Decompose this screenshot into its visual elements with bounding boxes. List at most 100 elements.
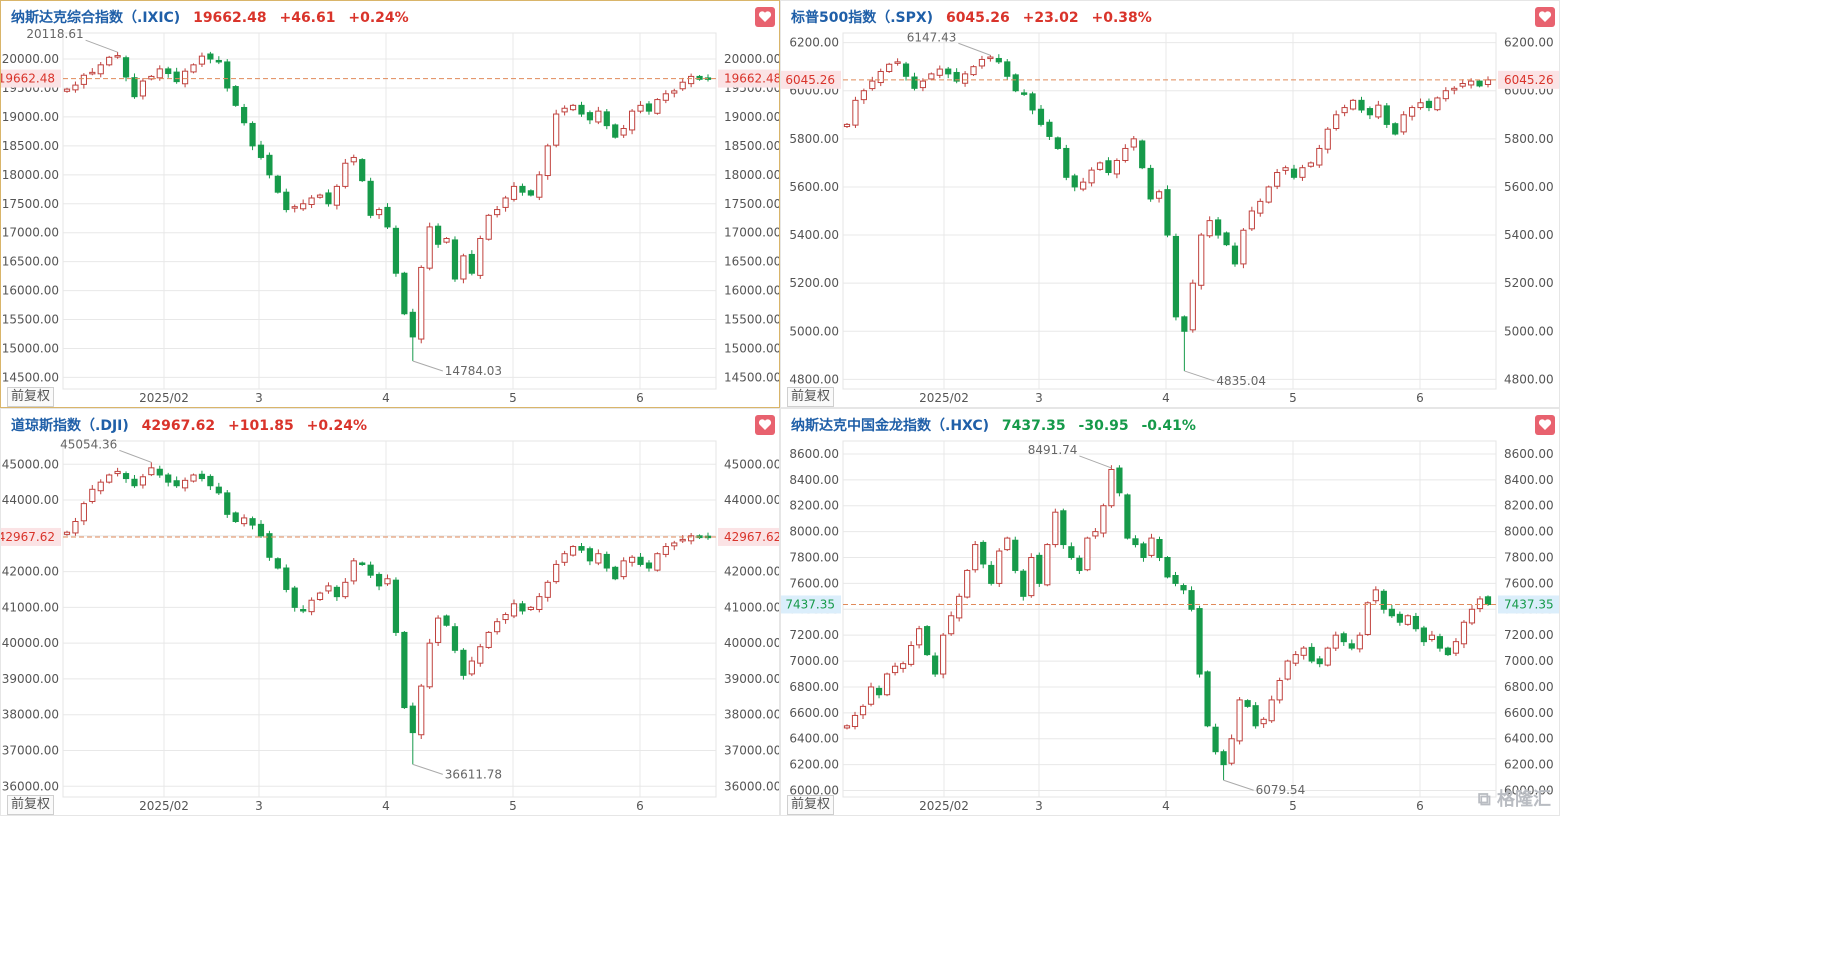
favorite-heart-icon[interactable]	[1535, 7, 1555, 27]
candle	[291, 585, 298, 612]
candle-body-up	[544, 581, 551, 598]
candle	[586, 110, 594, 125]
candle	[1451, 86, 1458, 95]
candle	[63, 87, 71, 93]
chart-panel-hxc[interactable]: 纳斯达克中国金龙指数（.HXC) 7437.35 -30.95 -0.41% 8…	[780, 408, 1560, 816]
candle	[1164, 556, 1171, 579]
candle	[987, 54, 994, 62]
candlestick-chart[interactable]: 8600.00 8600.00 8400.00 8400.00 8200.00 8200.…	[781, 409, 1560, 816]
candle-body-up	[859, 705, 867, 716]
candle	[1244, 699, 1251, 708]
candle-body-down	[1164, 557, 1171, 578]
candle	[620, 124, 627, 138]
candle	[1434, 96, 1441, 112]
candle-body-up	[1356, 634, 1363, 650]
adjust-label-button[interactable]: 前复权	[787, 795, 835, 815]
candle-body-down	[165, 474, 172, 483]
candle	[1408, 105, 1416, 121]
candle-body-down	[1396, 613, 1403, 623]
candle-body-up	[970, 66, 977, 76]
candles	[63, 462, 712, 765]
candle-body-up	[426, 226, 433, 269]
candle-body-down	[1076, 557, 1083, 571]
candle	[911, 72, 918, 91]
candle-body-down	[645, 562, 653, 569]
candle	[620, 557, 627, 580]
candle-body-up	[1316, 147, 1323, 166]
candle	[1425, 98, 1433, 112]
favorite-heart-icon[interactable]	[755, 7, 775, 27]
chart-panel-dji[interactable]: 道琼斯指数（.DJI) 42967.62 +101.85 +0.24% 4500…	[0, 408, 780, 816]
favorite-heart-icon[interactable]	[755, 415, 775, 435]
candle-body-down	[1116, 467, 1123, 494]
candle	[1420, 625, 1427, 646]
candle-body-down	[401, 631, 408, 709]
candle-body-up	[1096, 162, 1104, 170]
adjust-label-button[interactable]: 前复权	[7, 795, 55, 815]
candle-body-up	[671, 90, 678, 94]
candle-body-up	[181, 70, 189, 85]
y-tick-label-left: 36000.00	[2, 779, 59, 793]
candlestick-chart[interactable]: 45000.0045000.0044000.0044000.0043000.00…	[1, 409, 780, 816]
candle-body-up	[1434, 97, 1441, 111]
candle-body-down	[198, 473, 206, 480]
candle-body-down	[1004, 61, 1011, 77]
favorite-heart-icon[interactable]	[1535, 415, 1555, 435]
y-tick-label-left: 6600.00	[789, 706, 839, 720]
candle	[1268, 695, 1275, 723]
candle-body-up	[72, 84, 79, 91]
candle-body-down	[359, 159, 366, 182]
candle	[1404, 614, 1411, 626]
candle-body-down	[215, 59, 222, 63]
candle-body-down	[1037, 108, 1045, 125]
candle-body-down	[367, 564, 374, 576]
candle	[384, 574, 391, 586]
candle-body-down	[173, 480, 180, 487]
candle-body-down	[586, 548, 594, 562]
candle-body-down	[1012, 74, 1019, 92]
candle	[852, 96, 859, 128]
candle-body-down	[1220, 751, 1227, 766]
candle	[978, 55, 986, 69]
candle	[451, 623, 459, 654]
adjust-label-button[interactable]: 前复权	[7, 387, 55, 407]
candle-body-up	[1260, 718, 1267, 725]
x-tick-label: 5	[509, 391, 517, 405]
candle-body-down	[266, 533, 273, 558]
candle	[1300, 645, 1307, 660]
candle-body-up	[637, 104, 644, 112]
candle-body-down	[1068, 546, 1075, 559]
y-tick-label-left: 7000.00	[789, 654, 839, 668]
candle-body-down	[1204, 671, 1211, 727]
y-tick-label-left: 15000.00	[2, 341, 59, 355]
candle-body-down	[980, 541, 987, 565]
candle	[1044, 543, 1051, 587]
index-price: 42967.62	[141, 418, 216, 434]
candle	[536, 171, 543, 201]
candle-body-up	[843, 725, 851, 729]
candle	[97, 479, 104, 495]
candle	[89, 68, 96, 76]
candle-body-down	[1392, 123, 1399, 135]
candle	[190, 63, 197, 74]
candle	[198, 52, 206, 67]
candle-body-up	[1300, 647, 1307, 656]
candle	[392, 577, 400, 636]
y-tick-label-right: 7600.00	[1504, 576, 1554, 590]
candle	[401, 630, 408, 709]
y-tick-label-left: 17500.00	[2, 197, 59, 211]
chart-panel-ixic[interactable]: 纳斯达克综合指数（.IXIC) 19662.48 +46.61 +0.24% 2…	[0, 0, 780, 408]
y-tick-label-left: 6200.00	[789, 758, 839, 772]
candle-body-up	[919, 80, 927, 89]
last-price-tag-left: 7437.35	[785, 597, 835, 611]
candle	[1156, 536, 1163, 562]
chart-panel-spx[interactable]: 标普500指数（.SPX) 6045.26 +23.02 +0.38% 6200…	[780, 0, 1560, 408]
candle	[266, 152, 273, 179]
adjust-label-button[interactable]: 前复权	[787, 387, 835, 407]
candle-body-up	[97, 481, 104, 492]
candle-body-up	[1451, 87, 1458, 91]
candle	[1228, 734, 1235, 766]
y-tick-label-right: 5000.00	[1504, 324, 1554, 338]
